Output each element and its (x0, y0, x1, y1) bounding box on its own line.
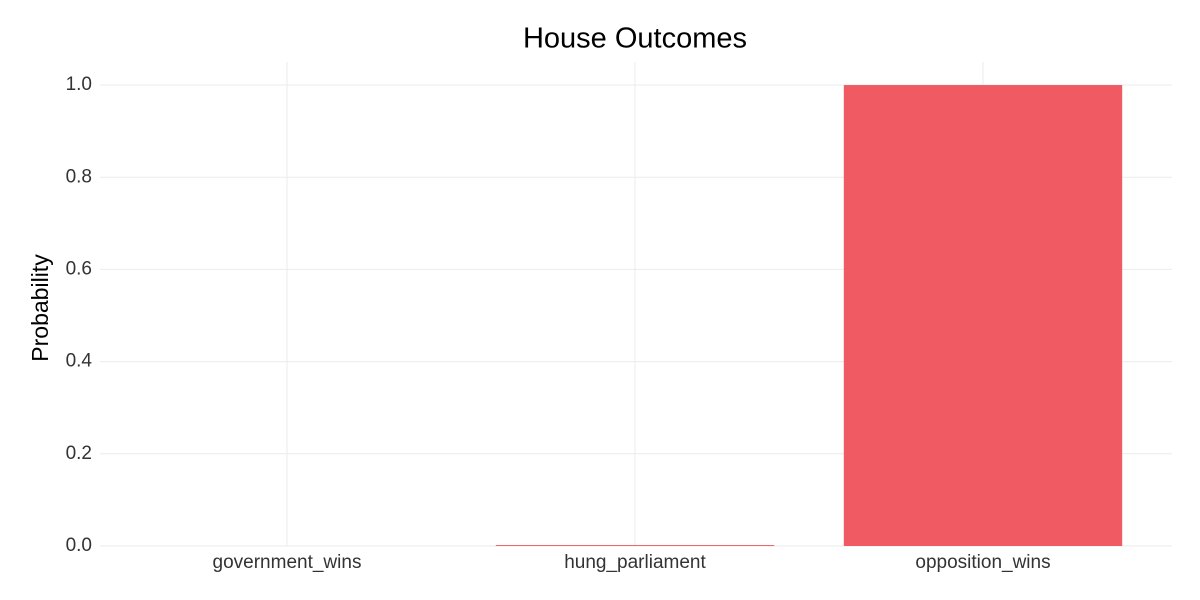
y-tick-label: 0.6 (66, 258, 92, 279)
bar (843, 85, 1123, 547)
y-tick-label: 0.8 (66, 166, 92, 187)
x-tick-label: hung_parliament (564, 552, 706, 573)
x-tick-label: opposition_wins (915, 552, 1050, 573)
x-tick-label: government_wins (213, 552, 362, 573)
bar (495, 545, 775, 546)
y-tick-label: 0.4 (66, 351, 93, 372)
chart-title: House Outcomes (523, 23, 747, 55)
y-axis-label: Probability (27, 254, 53, 362)
y-tick-label: 0.0 (66, 535, 92, 556)
y-tick-label: 1.0 (66, 74, 92, 95)
y-tick-label: 0.2 (66, 443, 92, 464)
